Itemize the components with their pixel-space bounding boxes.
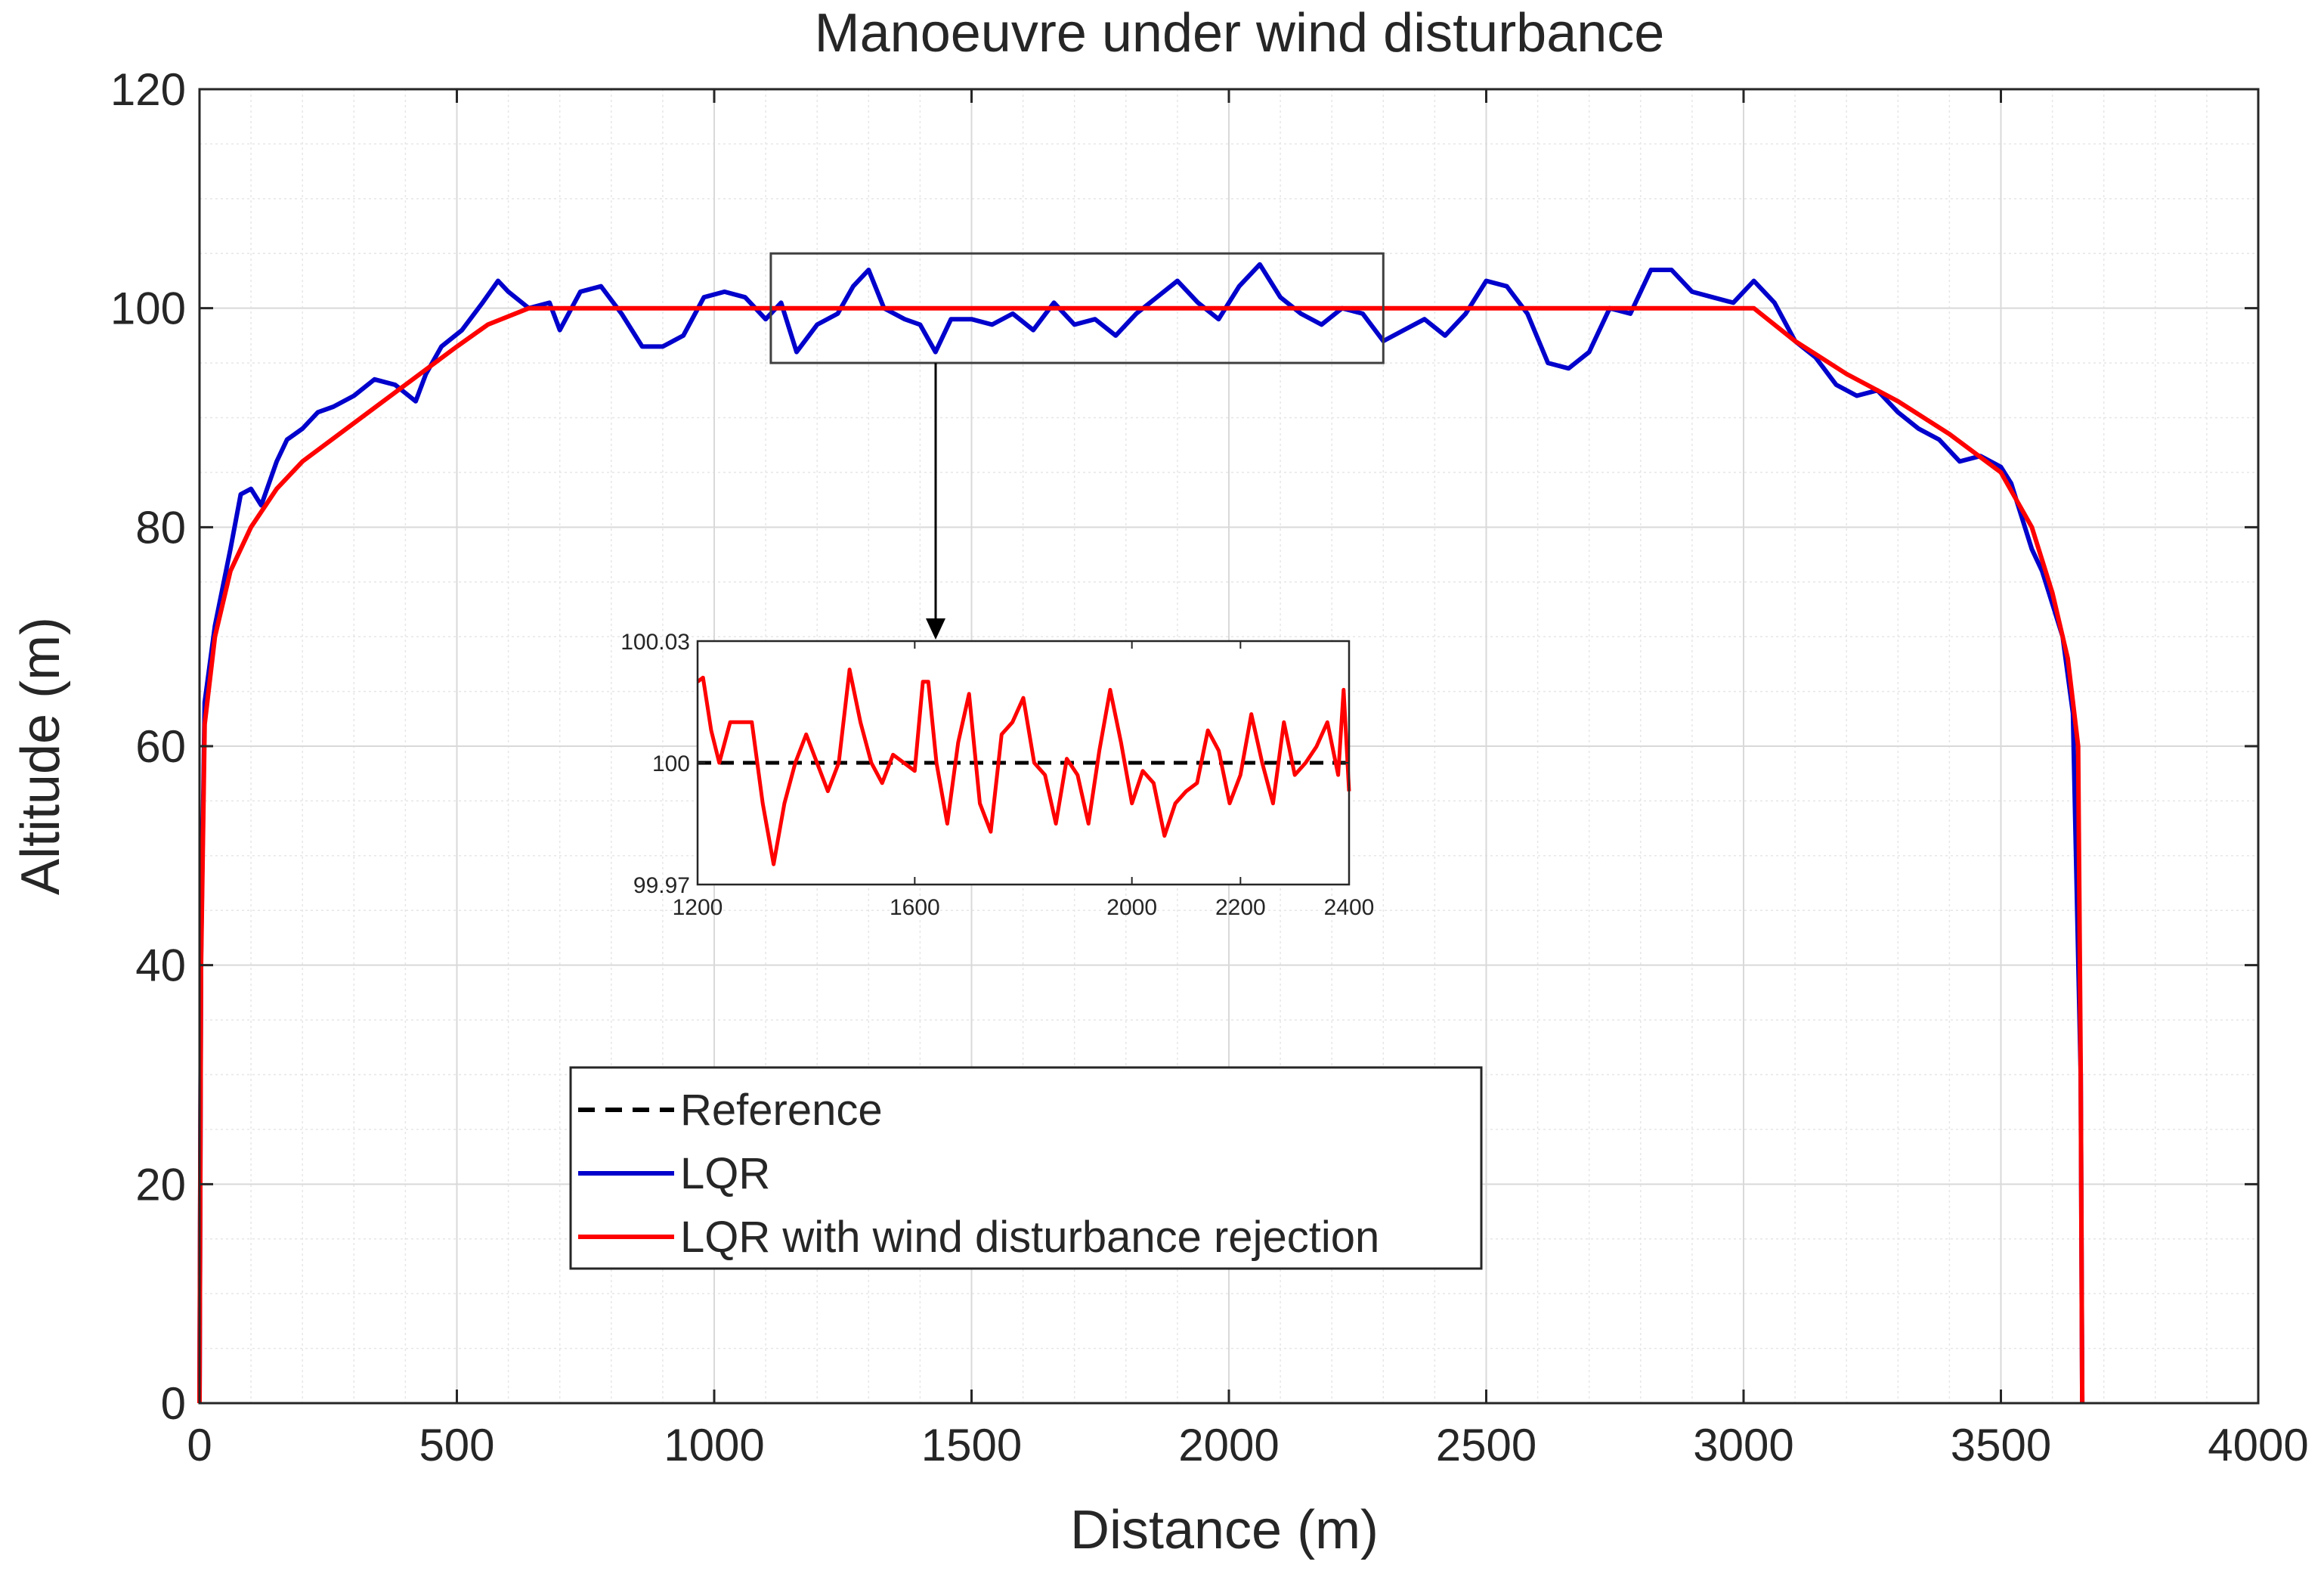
x-tick-label: 1000 [664, 1420, 764, 1470]
inset-y-tick-label: 100.03 [620, 630, 690, 655]
x-tick-label: 3000 [1693, 1420, 1793, 1470]
series-line-lqr [197, 262, 2085, 1404]
y-tick-label: 120 [110, 64, 186, 115]
series-line-lqr-with-wind-disturbance-rejection [197, 305, 2085, 1404]
y-tick-label: 0 [161, 1378, 186, 1429]
inset-tick-marks [697, 640, 1350, 885]
x-axis-label: Distance (m) [1070, 1500, 1379, 1560]
y-tick-label: 40 [135, 940, 186, 991]
x-tick-label: 2000 [1178, 1420, 1279, 1470]
y-tick-label: 100 [110, 284, 186, 334]
inset-x-tick-label: 2400 [1324, 895, 1375, 920]
inset-x-tick-label: 2000 [1106, 895, 1157, 920]
inset-tick-labels: 1200 1600 2000 2200 2400 99.97 100 100.03 [620, 630, 1374, 920]
x-tick-label: 4000 [2208, 1420, 2308, 1470]
y-tick-label: 60 [135, 721, 186, 772]
legend-entry-lqr-rejection: LQR with wind disturbance rejection [680, 1213, 1379, 1262]
inset-y-tick-label: 100 [652, 751, 690, 776]
legend: Reference LQR LQR with wind disturbance … [569, 1066, 1483, 1270]
inset-plot-series [696, 668, 1351, 866]
inset-x-tick-label: 1600 [890, 895, 940, 920]
x-tick-label: 500 [419, 1420, 494, 1470]
y-tick-label: 20 [135, 1159, 186, 1210]
y-axis-label: Altitude (m) [11, 617, 71, 895]
inset-series-line-lqr-with-wind-disturbance-rejection [696, 668, 1351, 866]
legend-box [569, 1066, 1483, 1270]
inset-plot: 1200 1600 2000 2200 2400 99.97 100 100.03 [620, 630, 1374, 920]
x-tick-label: 2500 [1436, 1420, 1536, 1470]
x-tick-label: 1500 [921, 1420, 1022, 1470]
main-plot-series [197, 262, 2085, 1404]
zoom-region-box [769, 252, 1385, 364]
legend-entry-reference: Reference [680, 1086, 883, 1135]
inset-y-tick-label: 99.97 [633, 873, 690, 898]
main-tick-labels: 0 500 1000 1500 2000 2500 3000 3500 4000 0 20 40 60 8… [110, 64, 2309, 1470]
main-tick-marks [198, 88, 2260, 1405]
inset-x-tick-label: 1200 [673, 895, 723, 920]
chart-title: Manoeuvre under wind disturbance [815, 3, 1665, 64]
inset-x-tick-label: 2200 [1215, 895, 1266, 920]
x-tick-label: 0 [187, 1420, 212, 1470]
zoom-arrowhead [926, 618, 945, 640]
legend-entry-lqr: LQR [680, 1149, 770, 1198]
y-tick-label: 80 [135, 502, 186, 553]
x-tick-label: 3500 [1951, 1420, 2051, 1470]
